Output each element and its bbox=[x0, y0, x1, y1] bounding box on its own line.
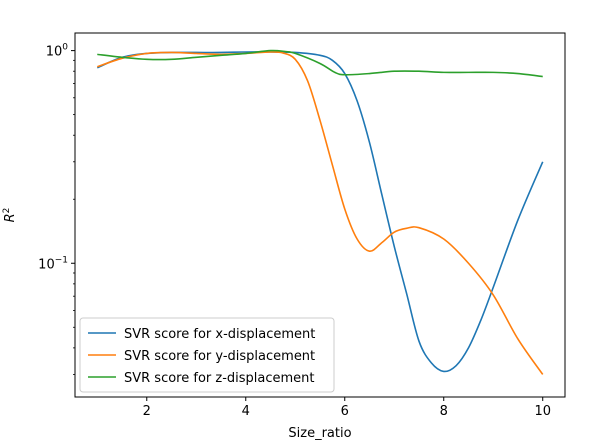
x-axis: 2 4 6 8 10 bbox=[143, 397, 551, 419]
x-tick-label: 6 bbox=[341, 404, 349, 419]
legend-label: SVR score for y-displacement bbox=[124, 349, 315, 364]
plot-frame bbox=[74, 32, 566, 398]
y-axis-label: R2 bbox=[2, 208, 18, 223]
legend-box bbox=[79, 317, 335, 393]
series-line-1 bbox=[96, 51, 544, 373]
x-tick-label: 2 bbox=[143, 404, 151, 419]
y-tick-label: 10−1 bbox=[38, 255, 68, 272]
legend: SVR score for x-displacement SVR score fo… bbox=[79, 317, 335, 393]
legend-label: SVR score for z-displacement bbox=[124, 371, 315, 386]
x-tick-label: 8 bbox=[440, 404, 448, 419]
series-line-2 bbox=[97, 51, 544, 375]
series-lines bbox=[96, 49, 544, 375]
y-axis: 10−1 100 bbox=[38, 43, 75, 375]
series-line-3 bbox=[97, 49, 543, 78]
y-axis-label-base: R bbox=[3, 213, 18, 222]
x-axis-label: Size_ratio bbox=[288, 426, 351, 441]
x-tick-label: 4 bbox=[242, 404, 250, 419]
y-tick-label: 100 bbox=[46, 43, 69, 60]
legend-label: SVR score for x-displacement bbox=[124, 327, 315, 342]
y-axis-label-sup: 2 bbox=[2, 208, 12, 214]
x-tick-label: 10 bbox=[534, 404, 551, 419]
